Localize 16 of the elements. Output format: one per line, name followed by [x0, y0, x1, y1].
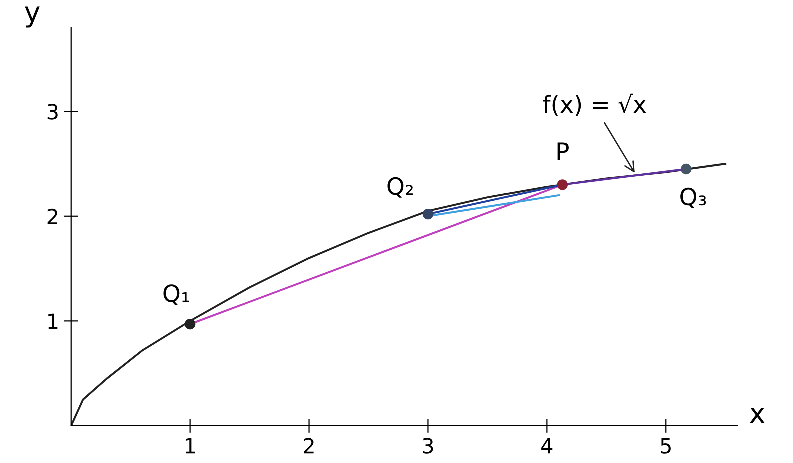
x-tick-label: 2 — [304, 438, 314, 454]
x-tick-label: 1 — [186, 438, 196, 454]
y-tick-label: 1 — [48, 314, 58, 330]
annotation: Q₁ — [164, 284, 190, 306]
x-tick-label: 5 — [661, 438, 671, 454]
annotation: Q₃ — [680, 188, 706, 208]
x-axis-title: x — [750, 408, 765, 424]
x-tick-label: 3 — [423, 438, 434, 454]
y-tick-label: 3 — [48, 104, 58, 120]
y-axis-title: y — [25, 6, 40, 28]
x-tick-label: 4 — [542, 438, 553, 454]
line-series — [71, 163, 727, 426]
annotation: f(x) = √x — [542, 94, 646, 116]
y-tick-label: 2 — [48, 208, 58, 224]
annotation: Q₂ — [388, 177, 413, 198]
annotation: P — [558, 142, 569, 160]
